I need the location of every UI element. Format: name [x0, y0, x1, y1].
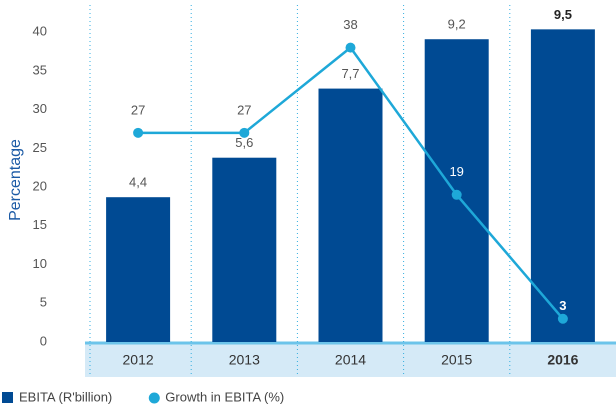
- y-tick-label: 20: [33, 178, 47, 193]
- legend-label: Growth in EBITA (%): [165, 389, 284, 404]
- x-tick-label: 2016: [547, 352, 578, 368]
- y-tick-label: 30: [33, 101, 47, 116]
- y-tick-label: 5: [40, 295, 47, 310]
- line-point: [133, 127, 144, 138]
- y-tick-label: 15: [33, 217, 47, 232]
- line-point: [557, 313, 568, 324]
- y-tick-label: 40: [33, 24, 47, 39]
- bar: [106, 197, 171, 342]
- y-tick-label: 0: [40, 333, 47, 348]
- y-tick-label: 10: [33, 256, 47, 271]
- bar-value-label: 7,7: [341, 66, 359, 81]
- line-point: [239, 127, 250, 138]
- line-value-label: 27: [131, 102, 145, 117]
- bar-value-label: 4,4: [129, 175, 147, 190]
- bar: [212, 157, 277, 342]
- x-tick-label: 2015: [441, 352, 472, 368]
- legend-swatch: [148, 392, 160, 404]
- line-value-label: 19: [449, 164, 463, 179]
- line-point: [345, 42, 356, 53]
- y-tick-label: 25: [33, 140, 47, 155]
- legend-label: EBITA (R'billion): [19, 389, 112, 404]
- x-tick-label: 2013: [229, 352, 260, 368]
- legend-swatch: [2, 392, 13, 403]
- bar: [318, 88, 383, 342]
- x-tick-label: 2014: [335, 352, 366, 368]
- line-value-label: 38: [343, 17, 357, 32]
- bar-value-label: 9,5: [554, 7, 572, 22]
- category-strip: [85, 342, 616, 377]
- x-tick-label: 2012: [123, 352, 154, 368]
- line-value-label: 3: [559, 298, 566, 313]
- bar: [530, 29, 595, 342]
- line-point: [451, 189, 462, 200]
- line-value-label: 27: [237, 102, 251, 117]
- bar-value-label: 9,2: [448, 17, 466, 32]
- y-tick-label: 35: [33, 62, 47, 77]
- y-axis-label: Percentage: [7, 139, 24, 221]
- bar-value-label: 5,6: [235, 135, 253, 150]
